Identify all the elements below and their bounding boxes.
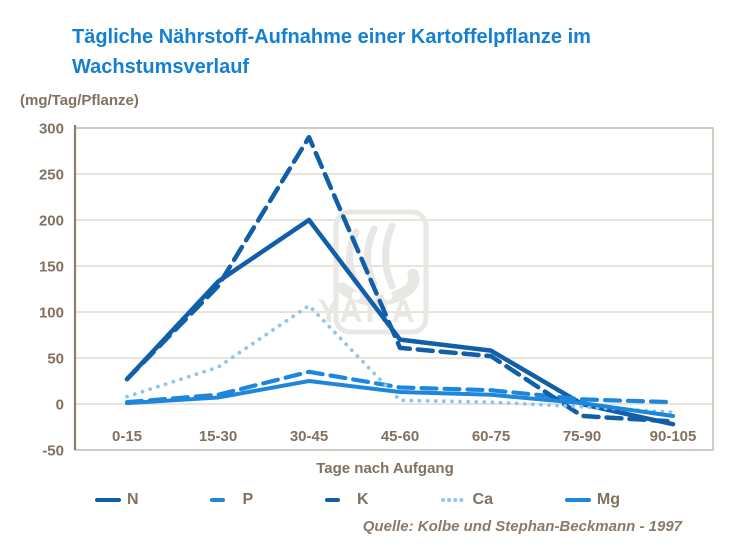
legend-label-P: P <box>242 491 254 508</box>
legend-label-N: N <box>127 491 139 508</box>
legend-item-Ca: Ca <box>440 491 493 509</box>
legend-label-K: K <box>357 491 369 508</box>
y-axis-unit-label: (mg/Tag/Pflanze) <box>20 92 139 109</box>
y-tick-label: 200 <box>39 213 64 230</box>
y-tick-label: 150 <box>39 259 64 276</box>
legend-label-Ca: Ca <box>472 491 493 508</box>
chart-legend: N P K Ca Mg <box>95 487 620 513</box>
legend-item-K: K <box>325 491 369 509</box>
series-line-Mg <box>125 379 675 418</box>
x-tick-label: 15-30 <box>199 428 237 445</box>
chart-title: Tägliche Nährstoff-Aufnahme einer Kartof… <box>72 26 591 78</box>
x-tick-label: 0-15 <box>112 428 142 445</box>
legend-item-P: P <box>210 491 253 509</box>
x-tick-label: 90-105 <box>650 428 697 445</box>
y-tick-label: 50 <box>47 351 64 368</box>
series-line-K <box>124 134 676 424</box>
series-line-P <box>124 369 676 405</box>
legend-item-N: N <box>95 491 139 509</box>
x-tick-label: 30-45 <box>290 428 328 445</box>
legend-label-Mg: Mg <box>596 491 620 508</box>
x-tick-label: 60-75 <box>472 428 510 445</box>
legend-item-Mg: Mg <box>564 491 620 509</box>
legend-swatch-N <box>95 498 121 502</box>
legend-swatch-P <box>210 498 237 502</box>
x-axis-title: Tage nach Aufgang <box>316 460 454 477</box>
y-tick-label: -50 <box>42 443 64 460</box>
yara-logo-watermark: YARA <box>318 209 429 335</box>
y-tick-label: 100 <box>39 305 64 322</box>
legend-swatch-K <box>325 498 352 502</box>
legend-swatch-Mg <box>564 498 591 502</box>
y-tick-label: 250 <box>39 167 64 184</box>
y-tick-label: 300 <box>39 121 64 138</box>
series-line-Ca <box>125 303 675 415</box>
legend-swatch-Ca <box>440 498 467 502</box>
x-tick-label: 75-90 <box>563 428 601 445</box>
source-citation: Quelle: Kolbe und Stephan-Beckmann - 199… <box>362 518 682 535</box>
x-tick-label: 45-60 <box>381 428 419 445</box>
y-tick-label: 0 <box>56 397 64 414</box>
